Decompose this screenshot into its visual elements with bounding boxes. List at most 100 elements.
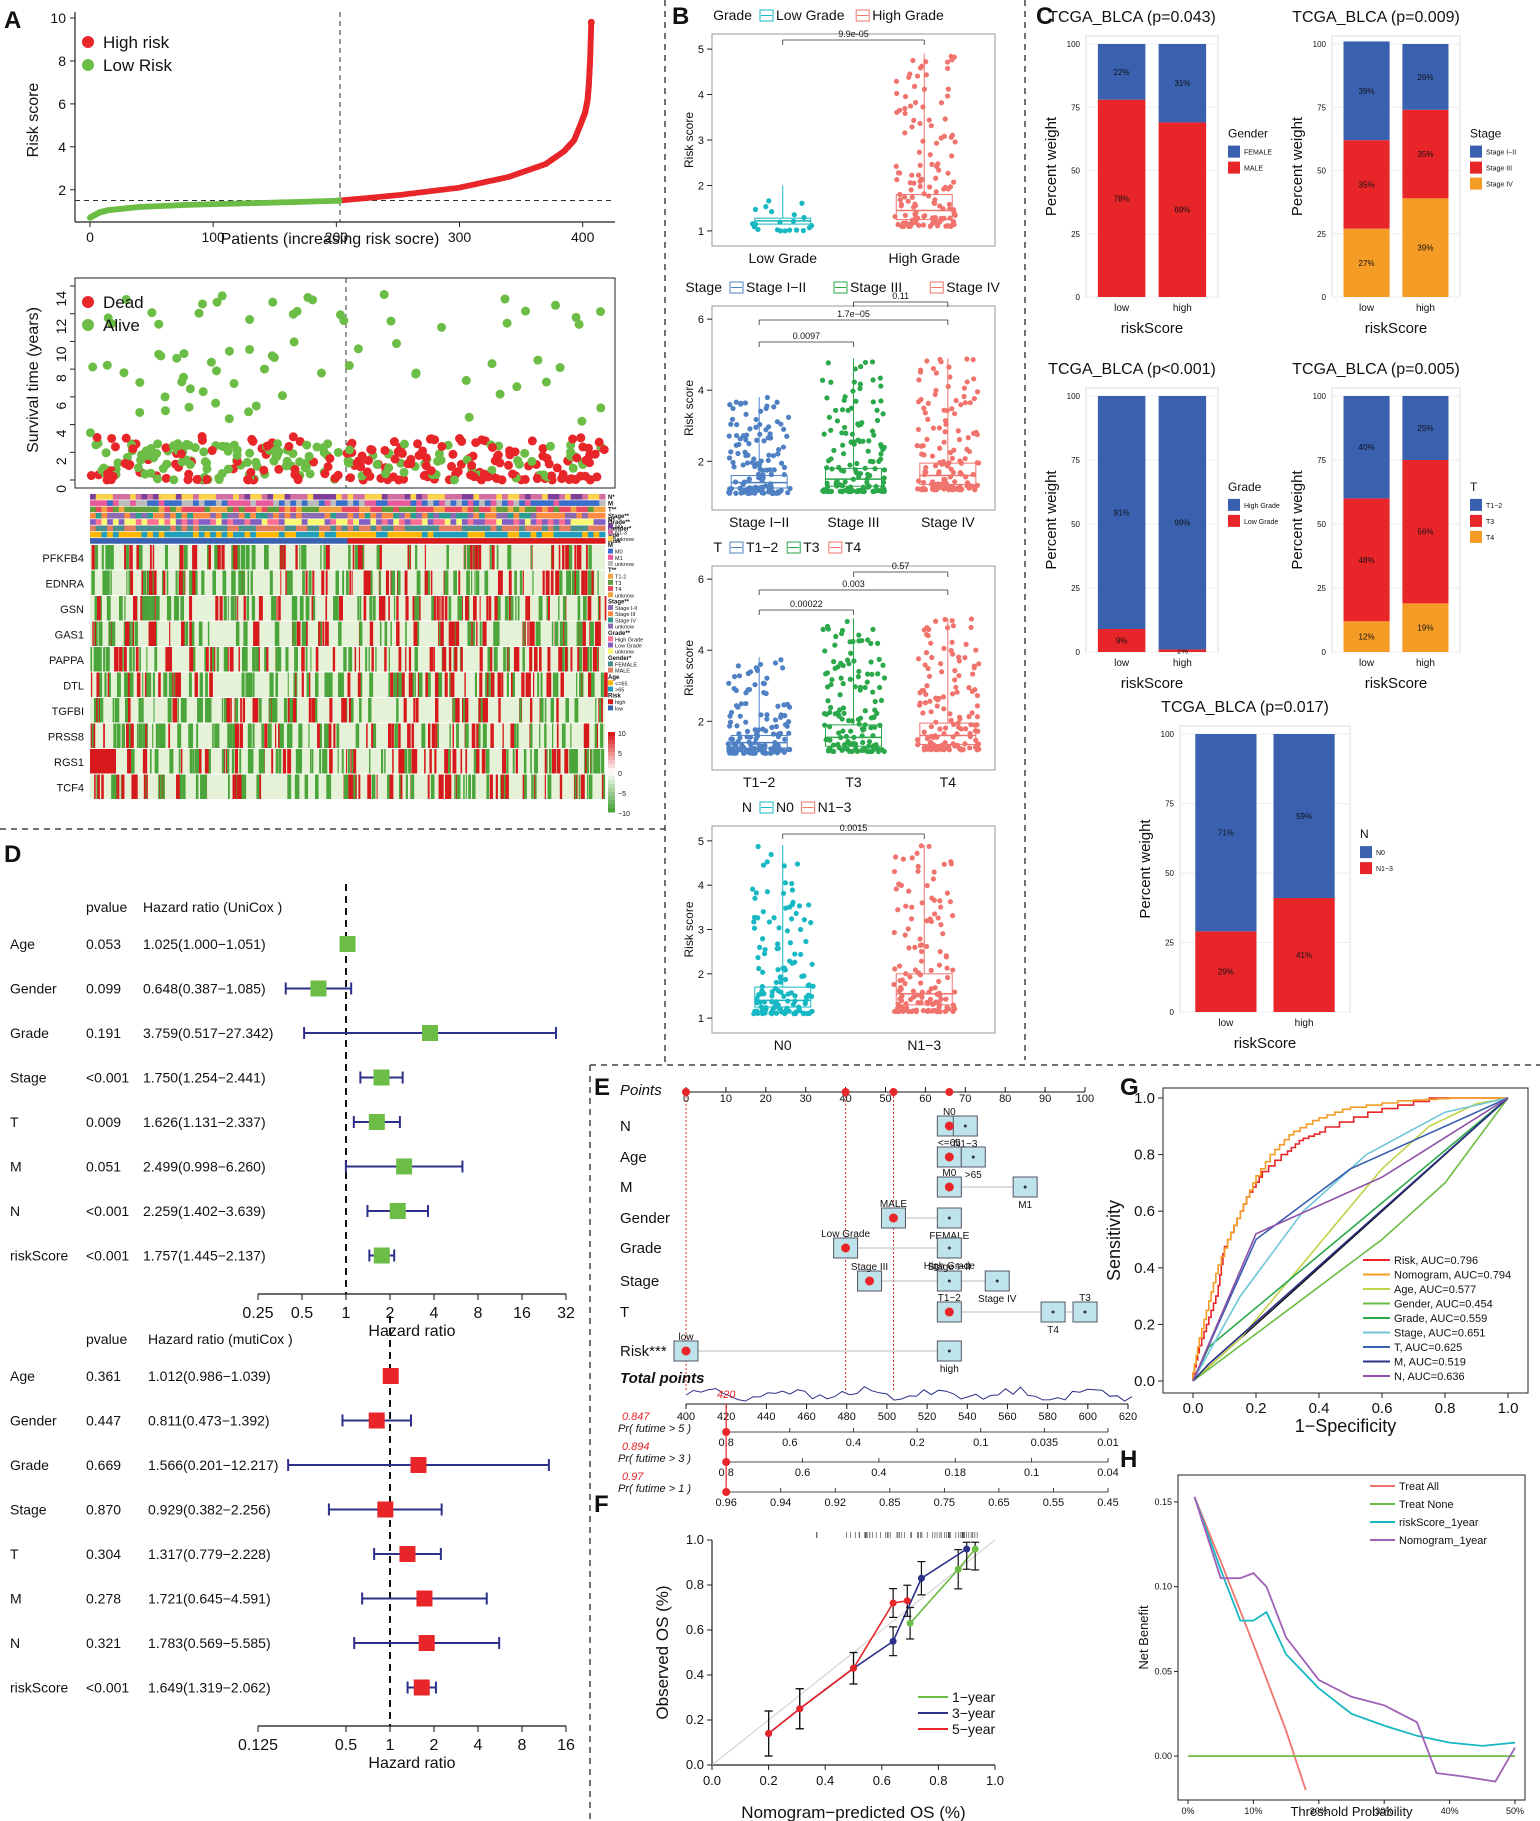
annotation-cell <box>193 506 200 513</box>
annotation-cell <box>238 506 245 513</box>
heatmap-stripe <box>233 723 237 748</box>
annotation-cell <box>519 512 526 519</box>
x-tick-label: 0.8 <box>929 1773 947 1788</box>
annotation-cell <box>95 512 102 519</box>
data-point <box>867 472 873 479</box>
heatmap-stripe <box>302 647 305 672</box>
row-variable: Stage <box>10 1502 47 1518</box>
heatmap-stripe <box>509 545 512 570</box>
heatmap-stripe <box>489 545 492 570</box>
data-point <box>772 985 779 992</box>
heatmap-stripe <box>251 545 256 570</box>
heatmap-stripe <box>343 774 348 799</box>
heatmap-stripe <box>208 749 211 774</box>
annotation-cell <box>393 500 400 506</box>
data-point <box>857 470 864 477</box>
heatmap-stripe <box>466 570 470 595</box>
data-point <box>787 940 794 946</box>
heatmap-stripe <box>195 749 200 774</box>
data-point <box>848 439 854 445</box>
heatmap-stripe <box>460 647 463 672</box>
annotation-cell <box>221 538 228 544</box>
annotation-cell <box>347 531 354 538</box>
heatmap-stripe <box>548 672 552 697</box>
heatmap-stripe <box>480 698 485 723</box>
bar-segment-label: 78% <box>1114 194 1130 203</box>
heatmap-stripe <box>467 621 470 646</box>
annotation-cell <box>376 512 383 519</box>
heatmap-stripe <box>458 596 463 621</box>
annotation-cell <box>233 525 240 532</box>
annotation-cell <box>587 512 595 519</box>
annotation-cell <box>547 512 554 519</box>
annotation-cell <box>112 512 120 519</box>
data-point <box>963 726 969 732</box>
annotation-cell <box>461 525 469 532</box>
annotation-cell <box>479 512 486 519</box>
annotation-cell <box>130 525 137 532</box>
legend-label: T1−2 <box>1486 503 1502 510</box>
heatmap-stripe <box>538 596 543 621</box>
heatmap-stripe <box>495 774 497 799</box>
heatmap-stripe <box>546 749 548 774</box>
data-point <box>938 100 945 106</box>
row-hazard-text: 0.929(0.382−2.256) <box>148 1502 271 1518</box>
heatmap-stripe <box>501 672 504 697</box>
heatmap-stripe <box>185 545 188 570</box>
heatmap-stripe <box>337 672 342 697</box>
alive-point <box>308 295 318 305</box>
heatmap-row-label: TCF4 <box>57 782 85 794</box>
heatmap-stripe <box>148 672 152 697</box>
dead-point <box>325 453 335 463</box>
heatmap-stripe <box>275 749 279 774</box>
heatmap-stripe <box>427 723 431 748</box>
heatmap-stripe <box>192 545 197 570</box>
data-point <box>754 460 760 467</box>
chart-title: TCGA_BLCA (p=0.017) <box>1161 699 1329 716</box>
hazard-marker <box>396 1158 413 1175</box>
annotation-cell <box>364 506 371 513</box>
dead-point <box>284 441 294 451</box>
probability-tick-label: 0.1 <box>1024 1467 1039 1479</box>
y-tick-label: 0 <box>1322 648 1327 657</box>
annotation-cell <box>370 494 377 500</box>
heatmap-stripe <box>226 749 230 774</box>
heatmap-stripe <box>564 749 569 774</box>
heatmap-stripe <box>318 621 323 646</box>
heatmap-stripe <box>474 672 477 697</box>
heatmap-stripe <box>598 596 601 621</box>
heatmap-stripe <box>357 596 360 621</box>
heatmap-row-label: PAPPA <box>49 655 85 667</box>
dead-point <box>274 464 284 474</box>
heatmap-stripe <box>476 749 479 774</box>
points-tick-label: 60 <box>919 1093 931 1105</box>
data-point <box>943 996 949 1002</box>
heatmap-stripe <box>471 570 473 595</box>
heatmap-stripe <box>566 570 571 595</box>
y-tick-label: 50 <box>1317 167 1326 176</box>
data-point <box>840 662 846 669</box>
heatmap-stripe <box>365 647 368 672</box>
annotation-cell <box>559 531 566 538</box>
legend-label: T3 <box>1486 519 1494 526</box>
heatmap-stripe <box>329 672 333 697</box>
annotation-cell <box>307 525 314 532</box>
annotation-cell <box>547 525 554 532</box>
x-tick-label: 4 <box>474 1737 483 1754</box>
dead-point <box>568 434 578 444</box>
annotation-cell <box>593 525 600 532</box>
data-point <box>917 369 924 375</box>
data-point <box>916 478 922 484</box>
data-point <box>831 447 837 453</box>
heatmap-stripe <box>221 749 224 774</box>
annotation-track-label: Risk <box>608 539 621 545</box>
data-point <box>728 421 734 427</box>
heatmap-stripe <box>108 545 110 570</box>
annotation-cell <box>152 494 160 500</box>
heatmap-stripe <box>412 596 416 621</box>
legend-label: Stage IV <box>946 279 1000 295</box>
plot-frame <box>711 565 996 771</box>
data-point <box>775 967 781 973</box>
data-point <box>751 490 757 496</box>
